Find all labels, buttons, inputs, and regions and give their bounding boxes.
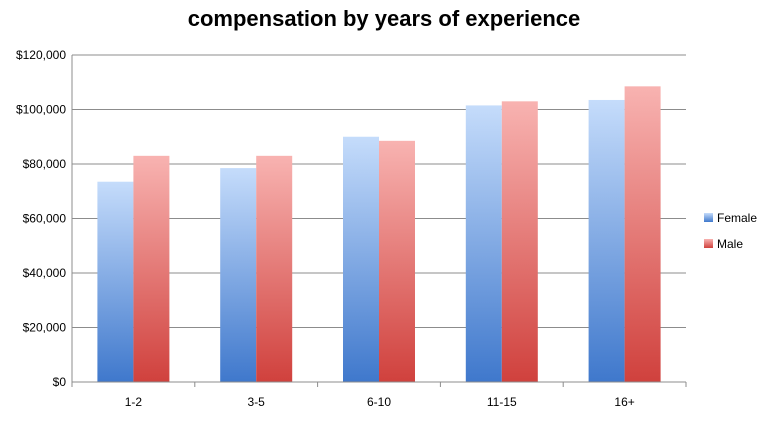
- bar-female: [220, 168, 257, 382]
- bar-male: [624, 86, 661, 383]
- bar-female: [97, 181, 134, 382]
- y-tick-label: $120,000: [16, 48, 66, 62]
- y-tick-label: $40,000: [23, 266, 67, 280]
- legend-swatch-female: [704, 213, 713, 222]
- chart-title: compensation by years of experience: [187, 6, 581, 31]
- legend: Female Male: [704, 211, 757, 251]
- y-tick-label: $100,000: [16, 103, 66, 117]
- x-tick-label: 3-5: [248, 395, 266, 409]
- x-tick-label: 11-15: [487, 395, 517, 409]
- bar-female: [343, 136, 379, 382]
- bar-female: [465, 105, 502, 382]
- bar-male: [501, 101, 538, 382]
- y-tick-label: $0: [53, 375, 67, 389]
- legend-swatch-male: [704, 239, 713, 248]
- bar-male: [133, 155, 170, 382]
- x-tick-label: 16+: [614, 395, 634, 409]
- legend-label-female: Female: [717, 211, 757, 225]
- bar-male: [256, 155, 293, 382]
- axes: $0 $20,000 $40,000 $60,000 $80,000 $100,000 $1…: [16, 48, 687, 409]
- x-tick-label: 6-10: [367, 395, 391, 409]
- bar-male: [379, 140, 415, 382]
- y-tick-label: $20,000: [23, 321, 67, 335]
- legend-label-male: Male: [717, 237, 743, 251]
- bar-female: [588, 99, 625, 383]
- y-tick-label: $80,000: [23, 157, 67, 171]
- bars: [97, 86, 661, 383]
- x-tick-label: 1-2: [125, 395, 143, 409]
- y-tick-label: $60,000: [23, 212, 67, 226]
